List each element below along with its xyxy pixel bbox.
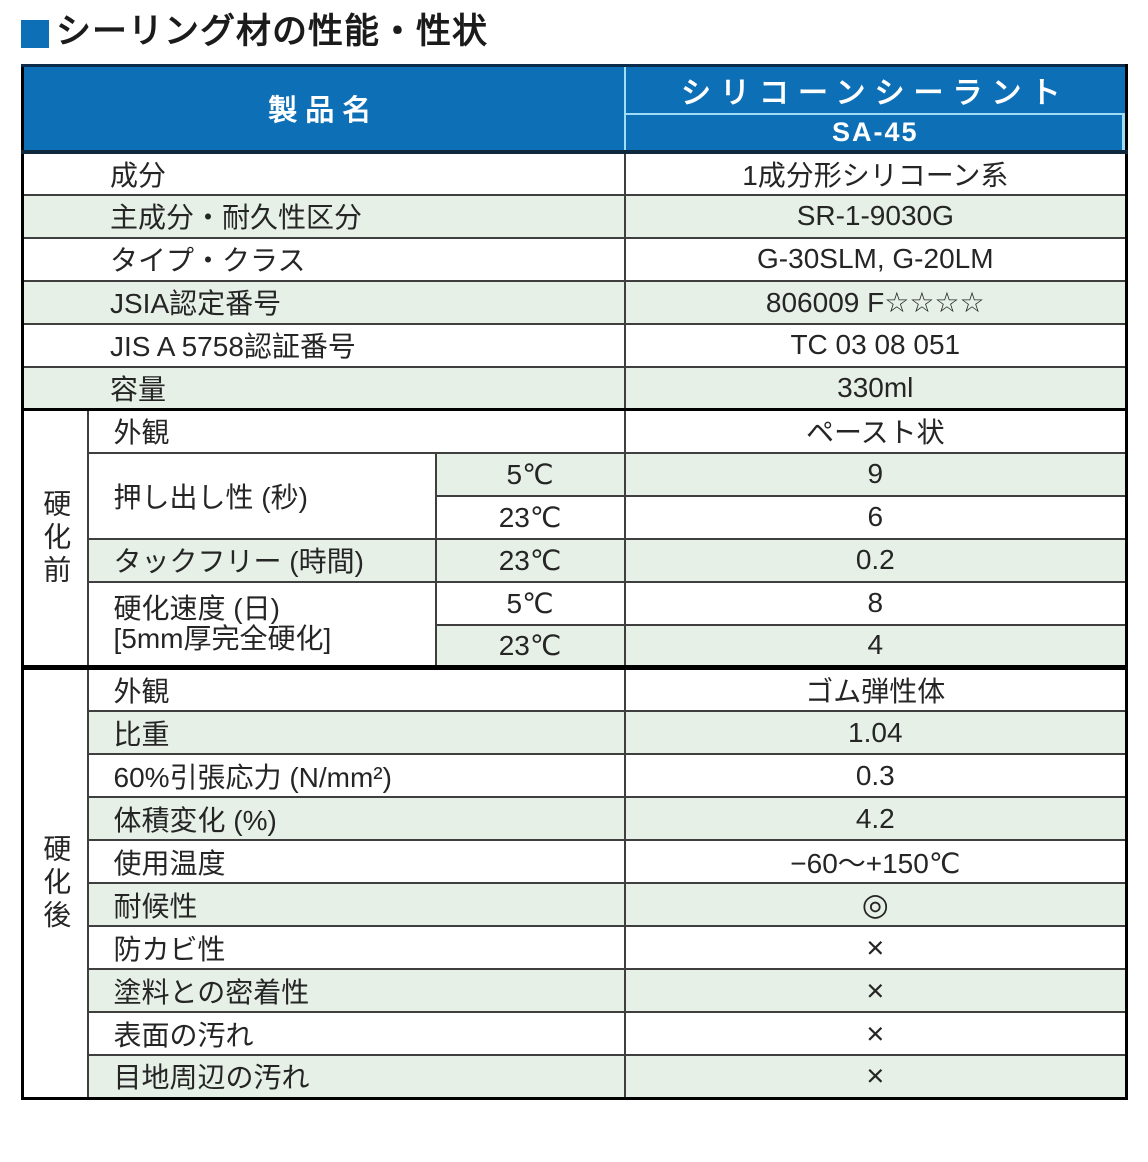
table-row: 表面の汚れ × [23, 1011, 1128, 1056]
row-label-cell: 硬化速度 (日) [5mm厚完全硬化] [86, 580, 437, 669]
row-value-cell: 4.2 [623, 796, 1128, 841]
row-label-cell: 体積変化 (%) [86, 796, 626, 841]
row-value-cell: 1成分形シリコーン系 [623, 150, 1128, 196]
row-value-cell: × [623, 968, 1128, 1013]
group-cell-after-curing: 硬化後 [21, 665, 89, 1099]
product-model-header: SA-45 [623, 112, 1128, 154]
row-label-line1: 硬化速度 (日) [113, 592, 280, 624]
row-value-cell: TC 03 08 051 [623, 322, 1128, 368]
row-value-cell: × [623, 1054, 1128, 1099]
row-label-cell: 主成分・耐久性区分 [21, 193, 626, 239]
row-value-cell: 1.04 [623, 710, 1128, 755]
page-title-row: シーリング材の性能・性状 [21, 9, 1148, 55]
table-row: 60%引張応力 (N/mm²) 0.3 [23, 753, 1128, 798]
table-row: 23℃ 4 [23, 623, 1128, 669]
row-label-cell: 使用温度 [86, 839, 626, 884]
row-label-line2: [5mm厚完全硬化] [113, 622, 332, 654]
table-row: タイプ・クラス G-30SLM, G-20LM [21, 236, 1128, 282]
temp-cell: 23℃ [434, 537, 626, 583]
row-value-cell: 8 [623, 580, 1128, 626]
row-label-cell: 押し出し性 (秒) [86, 451, 437, 540]
temp-cell: 5℃ [434, 451, 626, 497]
header-row-2: SA-45 [23, 112, 1128, 154]
table-row: 硬化速度 (日) [5mm厚完全硬化] 5℃ 8 [23, 580, 1128, 669]
row-label-cell: 容量 [21, 365, 626, 411]
table-row: 容量 330ml [21, 365, 1128, 411]
temp-cell: 5℃ [434, 580, 626, 626]
row-value-cell: × [623, 925, 1128, 970]
row-value-cell: 806009 F☆☆☆☆ [623, 279, 1128, 325]
table-row: 成分 1成分形シリコーン系 [21, 150, 1128, 196]
row-value-cell: × [623, 1011, 1128, 1056]
row-value-cell: ◎ [623, 882, 1128, 927]
row-label-cell: 耐候性 [86, 882, 626, 927]
row-value-cell: ペースト状 [623, 408, 1128, 454]
temp-cell: 23℃ [434, 623, 626, 669]
table-row: JSIA認定番号 806009 F☆☆☆☆ [21, 279, 1128, 325]
table-row: 塗料との密着性 × [23, 968, 1128, 1013]
table-row: 主成分・耐久性区分 SR-1-9030G [21, 193, 1128, 239]
table-row: 押し出し性 (秒) 5℃ 9 [23, 451, 1128, 540]
page-title: シーリング材の性能・性状 [56, 11, 489, 51]
table-row: 比重 1.04 [23, 710, 1128, 755]
row-label-cell: 外観 [86, 665, 626, 712]
row-label-cell: 表面の汚れ [86, 1011, 626, 1056]
row-value-cell: 0.3 [623, 753, 1128, 798]
row-label-cell: 塗料との密着性 [86, 968, 626, 1013]
row-value-cell: SR-1-9030G [623, 193, 1128, 239]
row-value-cell: ゴム弾性体 [623, 665, 1128, 712]
table-row: 目地周辺の汚れ × [23, 1054, 1128, 1099]
table-row: JIS A 5758認証番号 TC 03 08 051 [21, 322, 1128, 368]
row-label-cell: タックフリー (時間) [86, 537, 437, 583]
row-value-cell: 4 [623, 623, 1128, 669]
temp-cell: 23℃ [434, 494, 626, 540]
row-label-cell: 比重 [86, 710, 626, 755]
page: シーリング材の性能・性状 製品名 シリコーンシーラント SA-45 成分 1成分… [0, 9, 1148, 1162]
row-value-cell: 6 [623, 494, 1128, 540]
row-label-cell: JSIA認定番号 [21, 279, 626, 325]
table-row: 使用温度 −60〜+150℃ [23, 839, 1128, 884]
product-brand-header: シリコーンシーラント [623, 64, 1128, 115]
row-value-cell: 9 [623, 451, 1128, 497]
table-row: 体積変化 (%) 4.2 [23, 796, 1128, 841]
product-name-header: 製品名 [21, 64, 626, 154]
row-value-cell: G-30SLM, G-20LM [623, 236, 1128, 282]
row-label-cell: 防カビ性 [86, 925, 626, 970]
row-value-cell: 330ml [623, 365, 1128, 411]
row-label-cell: 外観 [86, 408, 626, 454]
spec-table: 製品名 シリコーンシーラント SA-45 成分 1成分形シリコーン系 主成分・耐… [21, 64, 1129, 1100]
row-label-cell: 目地周辺の汚れ [86, 1054, 626, 1099]
table-row: 硬化後 外観 ゴム弾性体 [21, 665, 1128, 1099]
row-label-cell: 60%引張応力 (N/mm²) [86, 753, 626, 798]
table-row: タックフリー (時間) 23℃ 0.2 [23, 537, 1128, 583]
row-value-cell: −60〜+150℃ [623, 839, 1128, 884]
table-row: 23℃ 6 [23, 494, 1128, 540]
row-value-cell: 0.2 [623, 537, 1128, 583]
group-cell-before-curing: 硬化前 [21, 408, 89, 669]
title-bullet-icon [21, 20, 49, 48]
table-row: 硬化前 外観 ペースト状 [21, 408, 1128, 669]
row-label-cell: タイプ・クラス [21, 236, 626, 282]
row-label-cell: JIS A 5758認証番号 [21, 322, 626, 368]
row-label-cell: 成分 [21, 150, 626, 196]
table-row: 耐候性 ◎ [23, 882, 1128, 927]
table-row: 防カビ性 × [23, 925, 1128, 970]
header-row-1: 製品名 シリコーンシーラント [21, 64, 1128, 154]
